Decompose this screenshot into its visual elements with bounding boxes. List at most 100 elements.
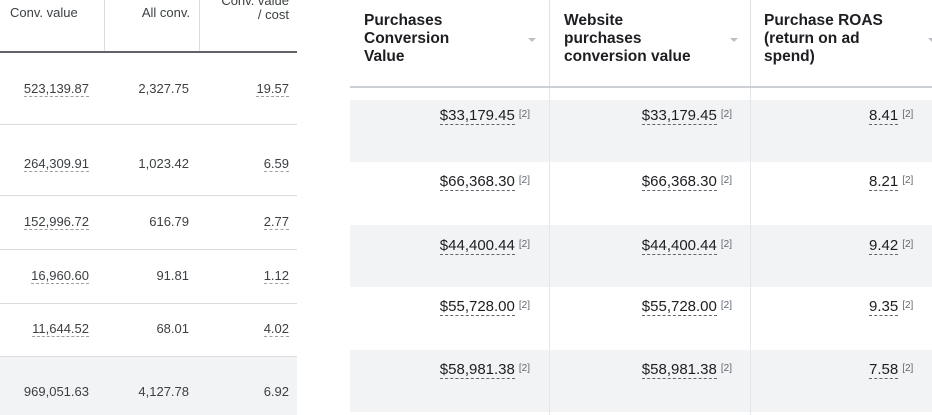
column-header-conv-value[interactable]: Conv. value (10, 5, 78, 20)
conv-value-text[interactable]: 523,139.87 (23, 81, 89, 97)
total-all-conv: 4,127.78 (138, 384, 189, 399)
conv-value-text[interactable]: 264,309.91 (23, 156, 89, 172)
website-value[interactable]: $66,368.30 (641, 173, 717, 191)
column-divider (549, 88, 550, 415)
column-header-purchases-conversion-value[interactable]: Purchases Conversion Value (364, 12, 524, 66)
all-conv-cell: 91.81 (156, 268, 189, 283)
value-cost-text[interactable]: 2.77 (263, 214, 289, 230)
website-value-cell: $66,368.30 [2] (641, 173, 732, 191)
table-row: $33,179.45 [2] $33,179.45 [2] 8.41 [2] (350, 100, 932, 162)
roas-cell: 8.41 [2] (869, 107, 913, 125)
caret-down-icon[interactable] (730, 38, 738, 42)
footnote-marker[interactable]: [2] (518, 363, 530, 374)
website-value[interactable]: $33,179.45 (641, 107, 717, 125)
value-cost-text[interactable]: 1.12 (263, 268, 289, 284)
website-value-cell: $55,728.00 [2] (641, 298, 732, 316)
header-line-1: Purchase ROAS (764, 12, 883, 29)
conv-value-cell: 264,309.91 (0, 156, 89, 172)
purchases-value[interactable]: $44,400.44 (439, 237, 515, 255)
value-cost-cell: 2.77 (200, 214, 289, 230)
value-cost-text[interactable]: 19.57 (256, 81, 289, 97)
roas-cell: 9.35 [2] (869, 298, 913, 316)
table-row: 152,996.72 616.79 2.77 (0, 196, 297, 250)
purchases-value[interactable]: $58,981.38 (439, 361, 515, 379)
purchases-value-cell: $44,400.44 [2] (439, 237, 530, 255)
header-line-3: spend) (764, 48, 815, 65)
roas-cell: 8.21 [2] (869, 173, 913, 191)
conv-value-cell: 11,644.52 (0, 321, 89, 337)
footnote-marker[interactable]: [2] (902, 175, 914, 186)
footnote-marker[interactable]: [2] (902, 239, 914, 250)
roas-cell: 9.42 [2] (869, 237, 913, 255)
footnote-marker[interactable]: [2] (518, 109, 530, 120)
column-header-purchase-roas[interactable]: Purchase ROAS (return on ad spend) (764, 12, 932, 66)
column-header-all-conv[interactable]: All conv. (141, 5, 190, 20)
purchases-value-cell: $58,981.38 [2] (439, 361, 530, 379)
column-header-conv-value-cost[interactable]: Conv. value / cost (200, 0, 289, 22)
column-divider (549, 0, 550, 88)
purchases-value-cell: $66,368.30 [2] (439, 173, 530, 191)
purchases-value[interactable]: $66,368.30 (439, 173, 515, 191)
roas-value[interactable]: 9.42 (869, 237, 899, 255)
all-conv-cell: 68.01 (156, 321, 189, 336)
all-conv-cell: 616.79 (149, 214, 189, 229)
total-row: 969,051.63 4,127.78 6.92 (0, 357, 297, 415)
column-divider (750, 88, 751, 415)
column-header-website-purchases-conversion-value[interactable]: Website purchases conversion value (564, 12, 724, 66)
roas-value[interactable]: 7.58 (869, 361, 899, 379)
value-cost-cell: 6.59 (200, 156, 289, 172)
header-line-3: conversion value (564, 48, 691, 65)
footnote-marker[interactable]: [2] (518, 239, 530, 250)
meta-ads-table: Purchases Conversion Value Website purch… (350, 0, 932, 415)
caret-down-icon[interactable] (928, 38, 932, 42)
table-row: 264,309.91 1,023.42 6.59 (0, 125, 297, 196)
value-cost-text[interactable]: 6.59 (263, 156, 289, 172)
table-row: 16,960.60 91.81 1.12 (0, 250, 297, 304)
conv-value-text[interactable]: 11,644.52 (32, 321, 89, 337)
website-value[interactable]: $58,981.38 (641, 361, 717, 379)
header-line-2: / cost (257, 7, 289, 22)
table-row: 11,644.52 68.01 4.02 (0, 304, 297, 357)
footnote-marker[interactable]: [2] (720, 363, 732, 374)
header-line-1: Purchases (364, 12, 443, 29)
footnote-marker[interactable]: [2] (902, 109, 914, 120)
roas-value[interactable]: 8.21 (869, 173, 899, 191)
conv-value-cell: 523,139.87 (0, 81, 89, 97)
purchases-value[interactable]: $33,179.45 (439, 107, 515, 125)
conv-value-text[interactable]: 16,960.60 (31, 268, 89, 284)
website-value-cell: $33,179.45 [2] (641, 107, 732, 125)
header-line-2: (return on ad (764, 30, 860, 47)
website-value[interactable]: $55,728.00 (641, 298, 717, 316)
footnote-marker[interactable]: [2] (902, 300, 914, 311)
footnote-marker[interactable]: [2] (720, 109, 732, 120)
purchases-value-cell: $33,179.45 [2] (439, 107, 530, 125)
footnote-marker[interactable]: [2] (902, 363, 914, 374)
column-divider (750, 0, 751, 88)
value-cost-cell: 19.57 (200, 81, 289, 97)
value-cost-text[interactable]: 4.02 (263, 321, 289, 337)
total-value-cost: 6.92 (263, 384, 289, 399)
roas-value[interactable]: 9.35 (869, 298, 899, 316)
header-line-3: Value (364, 48, 405, 65)
footnote-marker[interactable]: [2] (720, 239, 732, 250)
value-cost-cell: 1.12 (200, 268, 289, 284)
roas-value[interactable]: 8.41 (869, 107, 899, 125)
all-conv-cell: 2,327.75 (138, 81, 189, 96)
table-row: $44,400.44 [2] $44,400.44 [2] 9.42 [2] (350, 225, 932, 287)
header-underline (0, 51, 297, 53)
header-line-1: Conv. value (221, 0, 289, 8)
conv-value-text[interactable]: 152,996.72 (23, 214, 89, 230)
caret-down-icon[interactable] (528, 38, 536, 42)
total-conv-value: 969,051.63 (23, 384, 89, 399)
header-line-2: Conversion (364, 30, 450, 47)
footnote-marker[interactable]: [2] (518, 175, 530, 186)
website-value-cell: $58,981.38 [2] (641, 361, 732, 379)
purchases-value[interactable]: $55,728.00 (439, 298, 515, 316)
footnote-marker[interactable]: [2] (720, 175, 732, 186)
footnote-marker[interactable]: [2] (518, 300, 530, 311)
conv-value-cell: 16,960.60 (0, 268, 89, 284)
footnote-marker[interactable]: [2] (720, 300, 732, 311)
header-line-2: purchases (564, 30, 642, 47)
all-conv-cell: 1,023.42 (138, 156, 189, 171)
website-value[interactable]: $44,400.44 (641, 237, 717, 255)
